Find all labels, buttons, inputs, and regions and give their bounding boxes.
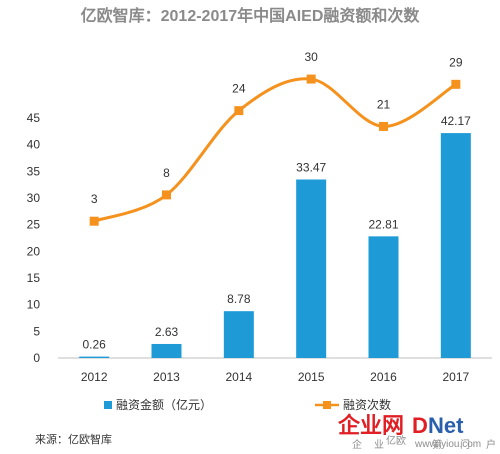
line-data-label: 30 bbox=[304, 50, 318, 64]
watermark-tagline-a: 企 bbox=[352, 438, 362, 451]
watermark-tagline-d: 户 bbox=[486, 438, 496, 451]
line-data-label: 8 bbox=[163, 166, 170, 180]
watermark-brand-c: Net bbox=[428, 413, 464, 438]
watermark-url: www.iyiou.com bbox=[414, 439, 481, 450]
line-marker bbox=[89, 216, 99, 226]
bar bbox=[223, 311, 254, 358]
x-tick-label: 2013 bbox=[153, 370, 180, 384]
bar bbox=[440, 133, 471, 358]
watermark-brand-b: D bbox=[412, 413, 428, 438]
bar bbox=[79, 356, 110, 358]
y-tick-label: 30 bbox=[27, 191, 41, 205]
bar-data-label: 0.26 bbox=[82, 338, 106, 352]
y-tick-label: 45 bbox=[27, 111, 41, 125]
y-tick-label: 5 bbox=[33, 324, 40, 338]
bar-data-label: 2.63 bbox=[155, 325, 179, 339]
watermark-sub-mid: 第 bbox=[432, 438, 442, 451]
watermark-tagline-b: 业 bbox=[374, 439, 384, 451]
y-tick-label: 0 bbox=[33, 351, 40, 365]
watermark: 企业网 D Net 企 业 亿欧 第 门 户 www.iyiou.com bbox=[337, 413, 496, 451]
y-tick-label: 35 bbox=[27, 164, 41, 178]
bar-data-label: 22.81 bbox=[368, 217, 398, 231]
line-marker bbox=[234, 106, 244, 116]
line-marker bbox=[306, 74, 316, 84]
line-data-labels: 3 8 24 30 21 29 bbox=[91, 50, 463, 206]
line-series bbox=[89, 74, 461, 226]
legend-bar-swatch bbox=[104, 401, 112, 409]
watermark-brand-a: 企业网 bbox=[337, 413, 404, 438]
y-tick-label: 15 bbox=[27, 271, 41, 285]
bar-data-label: 8.78 bbox=[227, 292, 251, 306]
y-tick-label: 20 bbox=[27, 244, 41, 258]
x-axis: 2012 2013 2014 2015 2016 2017 bbox=[81, 370, 470, 384]
line-data-label: 21 bbox=[377, 97, 391, 111]
line-marker bbox=[379, 121, 388, 131]
legend-bar-label: 融资金额（亿元） bbox=[116, 397, 212, 412]
y-tick-label: 10 bbox=[27, 298, 41, 312]
bar-data-label: 33.47 bbox=[296, 160, 326, 174]
line-data-label: 3 bbox=[91, 192, 98, 206]
chart-title: 亿欧智库：2012-2017年中国AIED融资额和次数 bbox=[81, 6, 421, 25]
y-axis: 0 5 10 15 20 25 30 35 40 45 bbox=[27, 111, 41, 365]
line-marker bbox=[162, 190, 171, 200]
bar bbox=[151, 343, 182, 358]
legend: 融资金额（亿元） 融资次数 bbox=[104, 397, 391, 412]
legend-line-marker bbox=[323, 401, 331, 409]
bar-data-labels: 0.26 2.63 8.78 33.47 22.81 42.17 bbox=[82, 114, 471, 352]
bar bbox=[296, 179, 327, 358]
bar bbox=[368, 236, 399, 358]
line-data-label: 24 bbox=[232, 82, 246, 96]
x-tick-label: 2014 bbox=[225, 370, 252, 384]
watermark-sub-left: 亿欧 bbox=[386, 434, 406, 447]
x-tick-label: 2016 bbox=[370, 370, 397, 384]
source-note: 来源：亿欧智库 bbox=[35, 432, 112, 446]
x-tick-label: 2015 bbox=[298, 370, 325, 384]
line-marker bbox=[451, 79, 461, 89]
legend-line-label: 融资次数 bbox=[343, 397, 391, 412]
y-tick-label: 25 bbox=[27, 218, 41, 232]
x-tick-label: 2012 bbox=[81, 370, 108, 384]
line-path bbox=[93, 77, 457, 223]
line-data-label: 29 bbox=[449, 55, 463, 69]
bar-data-label: 42.17 bbox=[441, 114, 471, 128]
x-tick-label: 2017 bbox=[442, 370, 469, 384]
watermark-tagline-c: 门 bbox=[460, 438, 470, 451]
bar-series bbox=[79, 133, 471, 358]
y-tick-label: 40 bbox=[27, 138, 41, 152]
